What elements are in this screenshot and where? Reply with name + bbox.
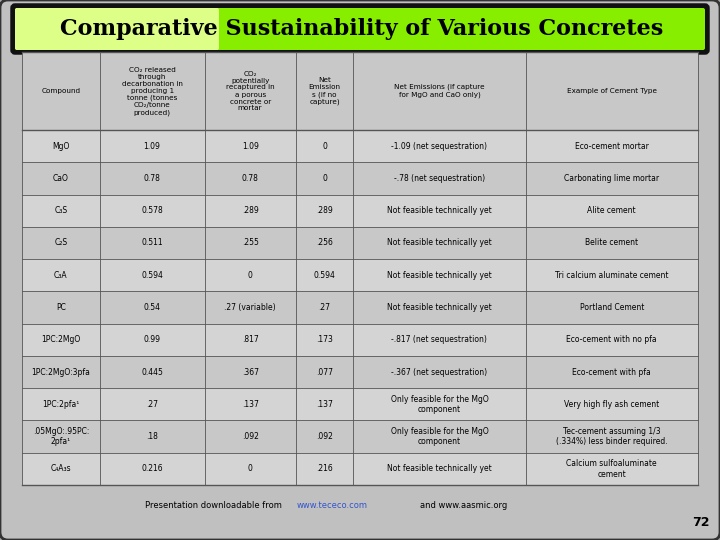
Text: .137: .137 — [242, 400, 258, 409]
Text: 0.594: 0.594 — [141, 271, 163, 280]
Text: .077: .077 — [316, 368, 333, 376]
Text: -.817 (net sequestration): -.817 (net sequestration) — [392, 335, 487, 345]
Text: .092: .092 — [242, 432, 258, 441]
Text: CO₂ released
through
decarbonation in
producing 1
tonne (tonnes
CO₂/tonne
produc: CO₂ released through decarbonation in pr… — [122, 66, 183, 116]
Bar — [22, 323, 698, 356]
Text: Calcium sulfoaluminate
cement: Calcium sulfoaluminate cement — [567, 459, 657, 478]
Text: Compound: Compound — [41, 88, 81, 94]
Text: Not feasible technically yet: Not feasible technically yet — [387, 464, 492, 474]
Bar — [22, 292, 698, 323]
Bar — [22, 453, 698, 485]
Text: Eco-cement mortar: Eco-cement mortar — [575, 141, 649, 151]
Text: 0.99: 0.99 — [143, 335, 161, 345]
Text: -.78 (net sequestration): -.78 (net sequestration) — [394, 174, 485, 183]
Text: Alite cement: Alite cement — [588, 206, 636, 215]
Text: 0: 0 — [322, 174, 327, 183]
Text: MgO: MgO — [52, 141, 70, 151]
Text: Very high fly ash cement: Very high fly ash cement — [564, 400, 660, 409]
Text: Portland Cement: Portland Cement — [580, 303, 644, 312]
Text: -.367 (net sequestration): -.367 (net sequestration) — [392, 368, 487, 376]
Text: 1PC:2MgO: 1PC:2MgO — [41, 335, 81, 345]
Text: 1.09: 1.09 — [144, 141, 161, 151]
Text: .289: .289 — [242, 206, 258, 215]
Text: 0.216: 0.216 — [141, 464, 163, 474]
Text: 72: 72 — [693, 516, 710, 529]
Text: 0.578: 0.578 — [141, 206, 163, 215]
Bar — [22, 421, 698, 453]
FancyBboxPatch shape — [15, 8, 219, 50]
Text: .216: .216 — [316, 464, 333, 474]
Bar — [22, 163, 698, 194]
Text: Belite cement: Belite cement — [585, 239, 639, 247]
Text: 1.09: 1.09 — [242, 141, 258, 151]
Text: .817: .817 — [242, 335, 258, 345]
Bar — [22, 194, 698, 227]
Bar — [22, 52, 698, 130]
Text: PC: PC — [56, 303, 66, 312]
Text: Comparative Sustainability of Various Concretes: Comparative Sustainability of Various Co… — [60, 18, 664, 40]
Text: 0.594: 0.594 — [314, 271, 336, 280]
Text: 0.511: 0.511 — [141, 239, 163, 247]
Text: Net
Emission
s (if no
capture): Net Emission s (if no capture) — [308, 77, 341, 105]
Text: Presentation downloadable from: Presentation downloadable from — [145, 501, 282, 510]
Text: Not feasible technically yet: Not feasible technically yet — [387, 239, 492, 247]
Bar — [22, 130, 698, 163]
Text: 1PC:2pfa¹: 1PC:2pfa¹ — [42, 400, 79, 409]
Text: -1.09 (net sequestration): -1.09 (net sequestration) — [392, 141, 487, 151]
Text: .27: .27 — [318, 303, 330, 312]
Text: .092: .092 — [316, 432, 333, 441]
Text: .256: .256 — [316, 239, 333, 247]
Text: Eco-cement with pfa: Eco-cement with pfa — [572, 368, 651, 376]
Bar — [22, 52, 698, 485]
Text: Tec-cement assuming 1/3
(.334%) less binder required.: Tec-cement assuming 1/3 (.334%) less bin… — [556, 427, 667, 446]
Text: Example of Cement Type: Example of Cement Type — [567, 88, 657, 94]
Text: Carbonating lime mortar: Carbonating lime mortar — [564, 174, 660, 183]
Text: .173: .173 — [316, 335, 333, 345]
Text: 0.78: 0.78 — [242, 174, 258, 183]
Text: and www.aasmic.org: and www.aasmic.org — [420, 501, 508, 510]
Text: .255: .255 — [242, 239, 258, 247]
Text: 1PC:2MgO:3pfa: 1PC:2MgO:3pfa — [32, 368, 90, 376]
Bar — [22, 227, 698, 259]
Text: .18: .18 — [146, 432, 158, 441]
Text: CO₂
potentially
recaptured in
a porous
concrete or
mortar: CO₂ potentially recaptured in a porous c… — [226, 71, 274, 111]
Text: Only feasible for the MgO
component: Only feasible for the MgO component — [390, 395, 488, 414]
Text: www.tececo.com: www.tececo.com — [297, 501, 368, 510]
Text: C₃A: C₃A — [54, 271, 68, 280]
Text: .27: .27 — [146, 400, 158, 409]
Text: .27 (variable): .27 (variable) — [225, 303, 276, 312]
Text: .289: .289 — [316, 206, 333, 215]
Text: 0: 0 — [248, 271, 253, 280]
Text: .137: .137 — [316, 400, 333, 409]
Text: 0: 0 — [322, 141, 327, 151]
Bar — [22, 356, 698, 388]
Text: Not feasible technically yet: Not feasible technically yet — [387, 206, 492, 215]
Text: 0.54: 0.54 — [143, 303, 161, 312]
Text: 0.78: 0.78 — [144, 174, 161, 183]
Text: .367: .367 — [242, 368, 258, 376]
Text: 0.445: 0.445 — [141, 368, 163, 376]
Text: Eco-cement with no pfa: Eco-cement with no pfa — [567, 335, 657, 345]
Text: C₃S: C₃S — [54, 206, 68, 215]
FancyBboxPatch shape — [15, 8, 705, 50]
Text: .05MgO:.95PC:
2pfa¹: .05MgO:.95PC: 2pfa¹ — [32, 427, 89, 446]
Text: Net Emissions (if capture
for MgO and CaO only): Net Emissions (if capture for MgO and Ca… — [394, 84, 485, 98]
FancyBboxPatch shape — [12, 5, 708, 53]
Text: 0: 0 — [248, 464, 253, 474]
Text: Not feasible technically yet: Not feasible technically yet — [387, 303, 492, 312]
Text: C₂S: C₂S — [54, 239, 68, 247]
Text: Not feasible technically yet: Not feasible technically yet — [387, 271, 492, 280]
Text: CaO: CaO — [53, 174, 69, 183]
Bar — [22, 259, 698, 292]
Text: Tri calcium aluminate cement: Tri calcium aluminate cement — [555, 271, 669, 280]
Text: Only feasible for the MgO
component: Only feasible for the MgO component — [390, 427, 488, 446]
Bar — [22, 388, 698, 421]
Text: C₄A₃s: C₄A₃s — [50, 464, 71, 474]
